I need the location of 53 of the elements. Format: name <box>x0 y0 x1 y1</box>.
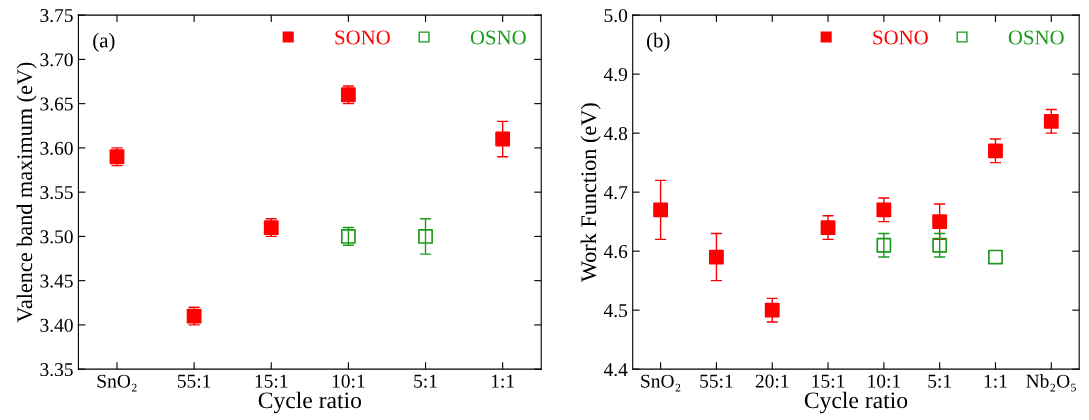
x-tick-label: 1:1 <box>491 374 514 388</box>
x-tick-label: 55:1 <box>177 374 211 388</box>
x-tick-label: 15:1 <box>812 374 845 388</box>
x-tick-label: SnO₂ <box>97 374 137 392</box>
y-tick-label: 4.6 <box>603 245 628 259</box>
x-axis-title: Cycle ratio <box>804 391 908 414</box>
x-tick-label: 10:1 <box>868 374 900 388</box>
y-tick-label: 3.35 <box>40 363 73 377</box>
legend-label: SONO <box>335 30 390 45</box>
annotation: (a) <box>93 32 115 52</box>
point <box>876 237 892 253</box>
point <box>988 249 1003 265</box>
y-tick-label: 3.55 <box>40 186 73 200</box>
y-tick-label: 3.40 <box>40 318 73 332</box>
y-tick-label: 4.5 <box>603 304 628 318</box>
x-tick-label: 10:1 <box>332 374 365 388</box>
point <box>653 202 669 218</box>
point <box>495 131 511 147</box>
y-tick-label: 5.0 <box>604 8 628 23</box>
x-tick-label: 1:1 <box>984 374 1007 388</box>
point <box>932 237 948 253</box>
y-tick-label: 4.8 <box>603 126 628 141</box>
y-tick-label: 3.50 <box>40 230 73 244</box>
y-tick-label: 4.7 <box>603 186 628 200</box>
y-tick-label: 3.75 <box>40 8 73 23</box>
legend-label: OSNO <box>1008 30 1064 45</box>
y-tick-label: 3.65 <box>40 97 73 111</box>
y-tick-label: 3.60 <box>40 141 73 155</box>
x-tick-label: 5:1 <box>414 374 437 388</box>
legend-label: OSNO <box>470 30 526 45</box>
y-axis-title: Work Function (eV) <box>580 103 601 282</box>
annotation: (b) <box>647 32 670 52</box>
x-tick-label: 20:1 <box>755 374 789 388</box>
point <box>932 214 948 230</box>
point <box>709 249 724 265</box>
x-tick-label: 5:1 <box>928 374 951 388</box>
point <box>418 228 433 244</box>
x-axis-title: Cycle ratio <box>258 391 362 414</box>
point <box>764 302 780 318</box>
point <box>820 220 836 235</box>
y-axis-title: Valence band maximum (eV) <box>16 62 37 323</box>
y-tick-label: 4.9 <box>603 68 628 82</box>
x-tick-label: 55:1 <box>700 374 733 388</box>
legend-label: SONO <box>873 30 928 45</box>
point <box>1043 113 1059 129</box>
point <box>988 143 1003 159</box>
x-tick-label: Nb₂O₅ <box>1026 374 1076 392</box>
point <box>876 202 892 218</box>
y-tick-label: 3.45 <box>40 274 73 288</box>
y-tick-label: 3.70 <box>40 53 73 67</box>
x-tick-label: SnO₂ <box>641 374 681 392</box>
x-tick-label: 15:1 <box>255 374 288 388</box>
y-tick-label: 4.4 <box>603 363 628 377</box>
